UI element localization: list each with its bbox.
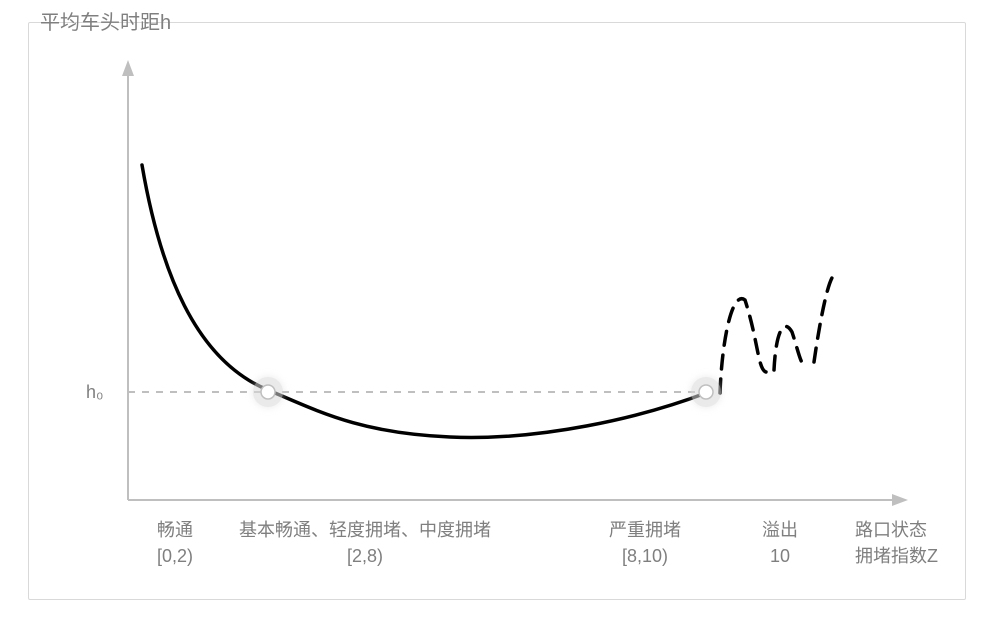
x-cat-3-l1: 溢出 [750,518,810,542]
x-cat-0-l2: [0,2) [145,544,205,568]
axes [122,60,908,506]
x-cat-0-l1: 畅通 [145,518,205,542]
x-axis-title-l2: 拥堵指数Z [855,544,965,568]
headway-curve-solid [142,165,706,437]
x-cat-1-l1: 基本畅通、轻度拥堵、中度拥堵 [225,518,505,542]
x-cat-2-l1: 严重拥堵 [595,518,695,542]
x-cat-3-l2: 10 [750,544,810,568]
x-cat-1-l2: [2,8) [225,544,505,568]
marker-point [261,385,275,399]
marker-point [699,385,713,399]
headway-curve-dashed [720,275,834,393]
x-cat-2-l2: [8,10) [595,544,695,568]
x-axis-title-l1: 路口状态 [855,518,965,542]
